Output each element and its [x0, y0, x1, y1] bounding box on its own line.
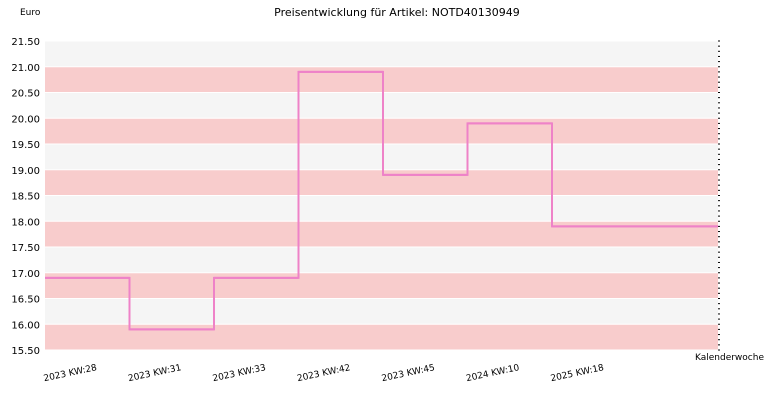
- y-tick-label: 20.00: [11, 114, 40, 125]
- x-tick-label: 2023 KW:33: [212, 363, 267, 384]
- y-axis-label: Euro: [20, 8, 41, 18]
- y-tick-label: 15.50: [11, 346, 40, 357]
- plot-band: [45, 221, 718, 247]
- plot-band: [45, 169, 718, 196]
- plot-bands: [45, 40, 718, 351]
- plot-band: [45, 298, 718, 325]
- x-tick-label: 2024 KW:10: [465, 363, 520, 384]
- y-tick-label: 18.50: [11, 192, 40, 203]
- chart-title: Preisentwicklung für Artikel: NOTD401309…: [274, 6, 520, 19]
- y-tick-label: 19.50: [11, 140, 40, 151]
- y-tick-label: 21.50: [11, 37, 40, 48]
- y-tick-label: 17.00: [11, 269, 40, 280]
- x-tick-label: 2023 KW:45: [381, 363, 436, 384]
- plot-band: [45, 247, 718, 273]
- y-tick-label: 21.00: [11, 63, 40, 74]
- series-layer: [45, 70, 718, 331]
- y-tick-label: 20.50: [11, 89, 40, 100]
- y-tick-label: 16.50: [11, 295, 40, 306]
- y-tick-label: 19.00: [11, 166, 40, 177]
- y-tick-label: 18.00: [11, 217, 40, 228]
- x-axis-label: Kalenderwoche: [695, 353, 764, 363]
- y-tick-label: 16.00: [11, 320, 40, 331]
- x-tick-label: 2025 KW:18: [550, 363, 605, 384]
- x-tick-label: 2023 KW:28: [43, 363, 98, 384]
- plot-band: [45, 92, 718, 119]
- y-tick-label: 17.50: [11, 243, 40, 254]
- x-axis-ticks: 2023 KW:28 2023 KW:31 2023 KW:33 2023 KW:42…: [43, 363, 605, 384]
- plot-band: [45, 272, 718, 299]
- plot-band: [45, 324, 718, 350]
- plot-band: [45, 66, 718, 93]
- plot-band: [45, 144, 718, 170]
- x-tick-label: 2023 KW:31: [127, 363, 182, 384]
- plot-band: [45, 195, 718, 222]
- plot-band: [45, 118, 718, 144]
- y-axis-ticks: 15.50 16.00 16.50 17.00 17.50 18.00 18.50 19.00…: [11, 37, 720, 357]
- plot-band: [45, 41, 718, 67]
- x-tick-label: 2023 KW:42: [296, 363, 351, 384]
